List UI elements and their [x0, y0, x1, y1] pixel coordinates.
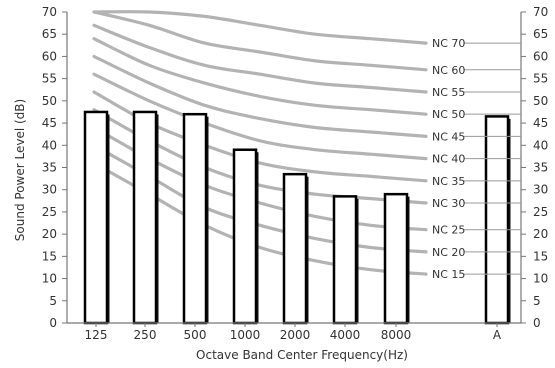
y-tick-label-left: 70 [42, 5, 57, 19]
y-tick-label-left: 45 [42, 116, 57, 130]
nc-curve-label: NC 35 [432, 175, 465, 188]
axes [62, 11, 526, 327]
bar [282, 172, 308, 325]
y-tick-label-right: 25 [533, 205, 548, 219]
nc-curve-label: NC 55 [432, 86, 465, 99]
y-tick-label-right: 30 [533, 183, 548, 197]
y-tick-label-right: 40 [533, 138, 548, 152]
y-axis-label: Sound Power Level (dB) [13, 99, 27, 241]
y-tick-label-left: 20 [42, 227, 57, 241]
nc-curve [92, 10, 428, 72]
nc-curve-label: NC 30 [432, 197, 465, 210]
y-tick-label-right: 55 [533, 72, 548, 86]
x-tick-label: A [493, 328, 502, 342]
bar [484, 115, 510, 325]
nc-curve-label: NC 40 [432, 153, 465, 166]
y-tick-label-left: 30 [42, 183, 57, 197]
x-tick-label: 500 [184, 328, 207, 342]
y-tick-label-right: 20 [533, 227, 548, 241]
y-tick-label-right: 5 [533, 294, 541, 308]
y-tick-label-left: 65 [42, 27, 57, 41]
y-tick-label-right: 10 [533, 272, 548, 286]
y-tick-label-left: 40 [42, 138, 57, 152]
y-tick-label-right: 70 [533, 5, 548, 19]
y-tick-label-left: 10 [42, 272, 57, 286]
nc-curve [92, 10, 428, 45]
y-tick-label-left: 35 [42, 161, 57, 175]
nc-curve-label: NC 45 [432, 130, 465, 143]
y-tick-label-left: 55 [42, 72, 57, 86]
nc-curve [92, 54, 428, 138]
x-axis-label: Octave Band Center Frequency(Hz) [196, 348, 408, 362]
y-tick-label-left: 5 [49, 294, 57, 308]
x-tick-label: 250 [134, 328, 157, 342]
bar [132, 110, 158, 325]
nc-curve [92, 37, 428, 116]
nc-curve [92, 23, 428, 94]
y-tick-label-right: 35 [533, 161, 548, 175]
y-tick-label-right: 60 [533, 49, 548, 63]
nc-curve-label: NC 15 [432, 268, 465, 281]
nc-curve-label: NC 25 [432, 224, 465, 237]
x-tick-label: 2000 [280, 328, 311, 342]
x-tick-label: 8000 [381, 328, 412, 342]
nc-curve [92, 72, 428, 161]
bar [332, 195, 358, 325]
y-tick-label-right: 15 [533, 249, 548, 263]
y-tick-label-left: 60 [42, 49, 57, 63]
nc-curve-label: NC 70 [432, 37, 465, 50]
y-tick-label-right: 45 [533, 116, 548, 130]
bar [182, 112, 208, 325]
y-tick-label-right: 50 [533, 94, 548, 108]
bar [83, 110, 109, 325]
nc-curve-label: NC 20 [432, 246, 465, 259]
y-tick-label-left: 15 [42, 249, 57, 263]
y-tick-label-right: 0 [533, 316, 541, 330]
y-tick-label-left: 25 [42, 205, 57, 219]
nc-curve-label: NC 60 [432, 64, 465, 77]
y-tick-label-left: 50 [42, 94, 57, 108]
nc-curve-label: NC 50 [432, 108, 465, 121]
bar [383, 192, 409, 325]
bars [83, 110, 511, 325]
x-tick-label: 125 [85, 328, 108, 342]
x-tick-label: 1000 [230, 328, 261, 342]
y-tick-label-right: 65 [533, 27, 548, 41]
y-tick-label-left: 0 [49, 316, 57, 330]
x-tick-label: 4000 [330, 328, 361, 342]
bar [232, 148, 258, 325]
